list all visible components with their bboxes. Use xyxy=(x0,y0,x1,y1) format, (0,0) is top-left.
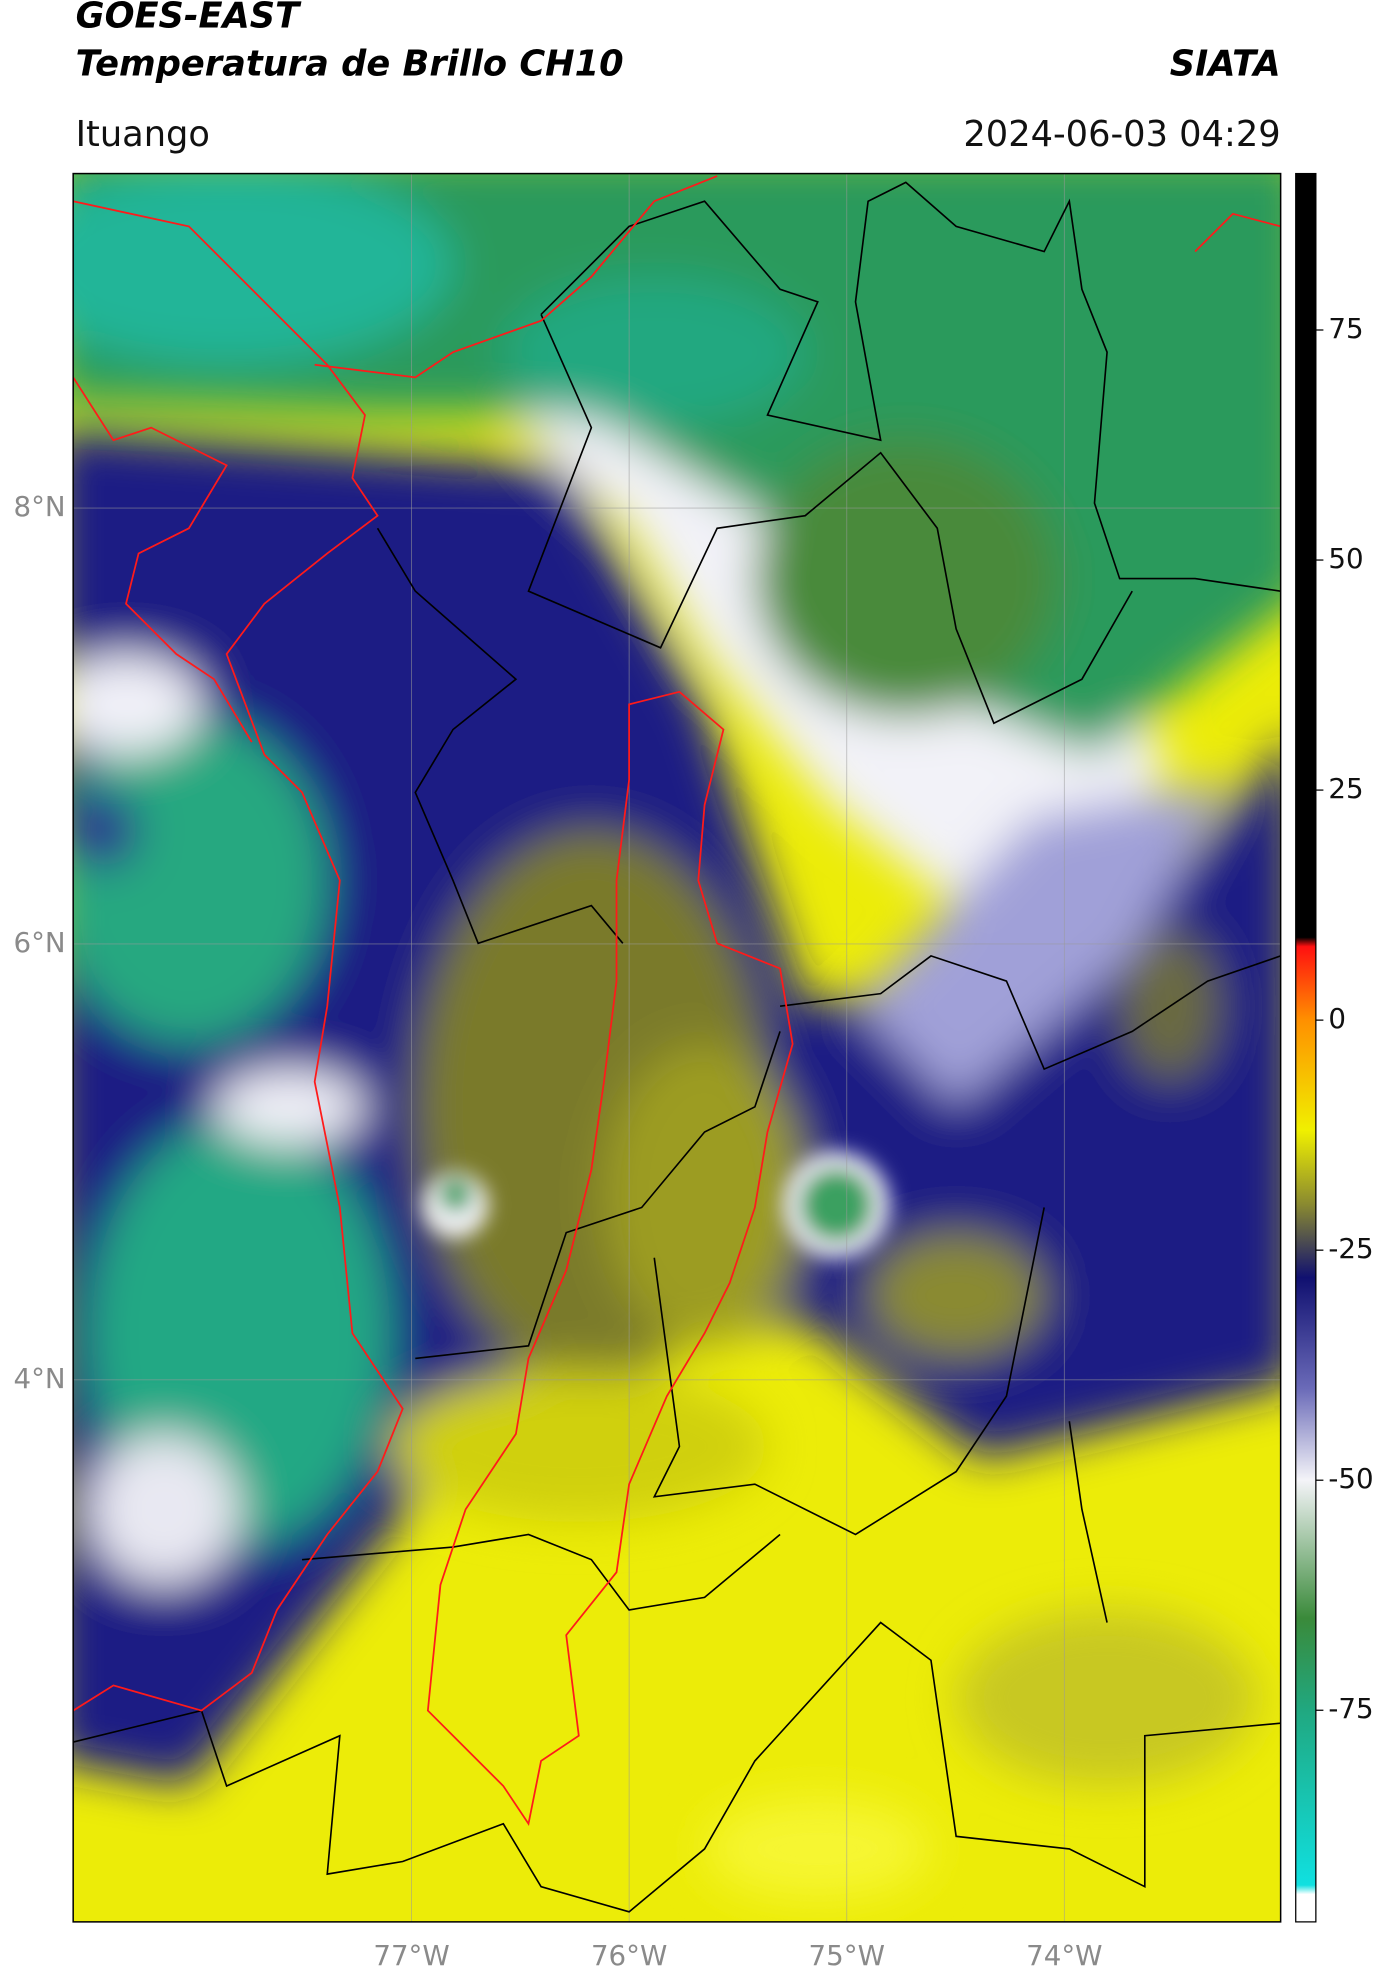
datetime: 2024-06-03 04:29 xyxy=(963,114,1280,155)
colorbar-tick-label: -50 xyxy=(1328,1462,1373,1495)
map-frame xyxy=(72,172,1282,1923)
colorbar-tick-label: 50 xyxy=(1328,542,1363,575)
colorbar xyxy=(1295,172,1317,1923)
title: GOES-EAST xyxy=(76,0,302,37)
x-tick-label: 74°W xyxy=(1026,1939,1102,1972)
colorbar-tick-label: 0 xyxy=(1328,1002,1346,1035)
satellite-image xyxy=(73,173,1281,1922)
y-tick-label: 4°N xyxy=(14,1362,66,1395)
colorbar-tick-label: -75 xyxy=(1328,1692,1373,1725)
colorbar-tick-label: 25 xyxy=(1328,772,1363,805)
region-outline xyxy=(73,175,1281,1827)
y-tick-label: 8°N xyxy=(14,490,66,523)
x-tick-label: 76°W xyxy=(591,1939,667,1972)
ticks: 77°W 76°W 75°W 74°W 8°N 6°N 4°N 75 50 25 0 -25 -50 -7… xyxy=(14,312,1374,1972)
x-tick-label: 75°W xyxy=(809,1939,885,1972)
subtitle: Temperatura de Brillo CH10 xyxy=(76,43,624,84)
x-tick-label: 77°W xyxy=(373,1939,449,1972)
source: SIATA xyxy=(1170,43,1281,84)
location: Ituango xyxy=(76,114,210,155)
y-tick-label: 6°N xyxy=(14,926,66,959)
colorbar-tick-label: 75 xyxy=(1328,312,1363,345)
colorbar-tick-label: -25 xyxy=(1328,1232,1373,1265)
